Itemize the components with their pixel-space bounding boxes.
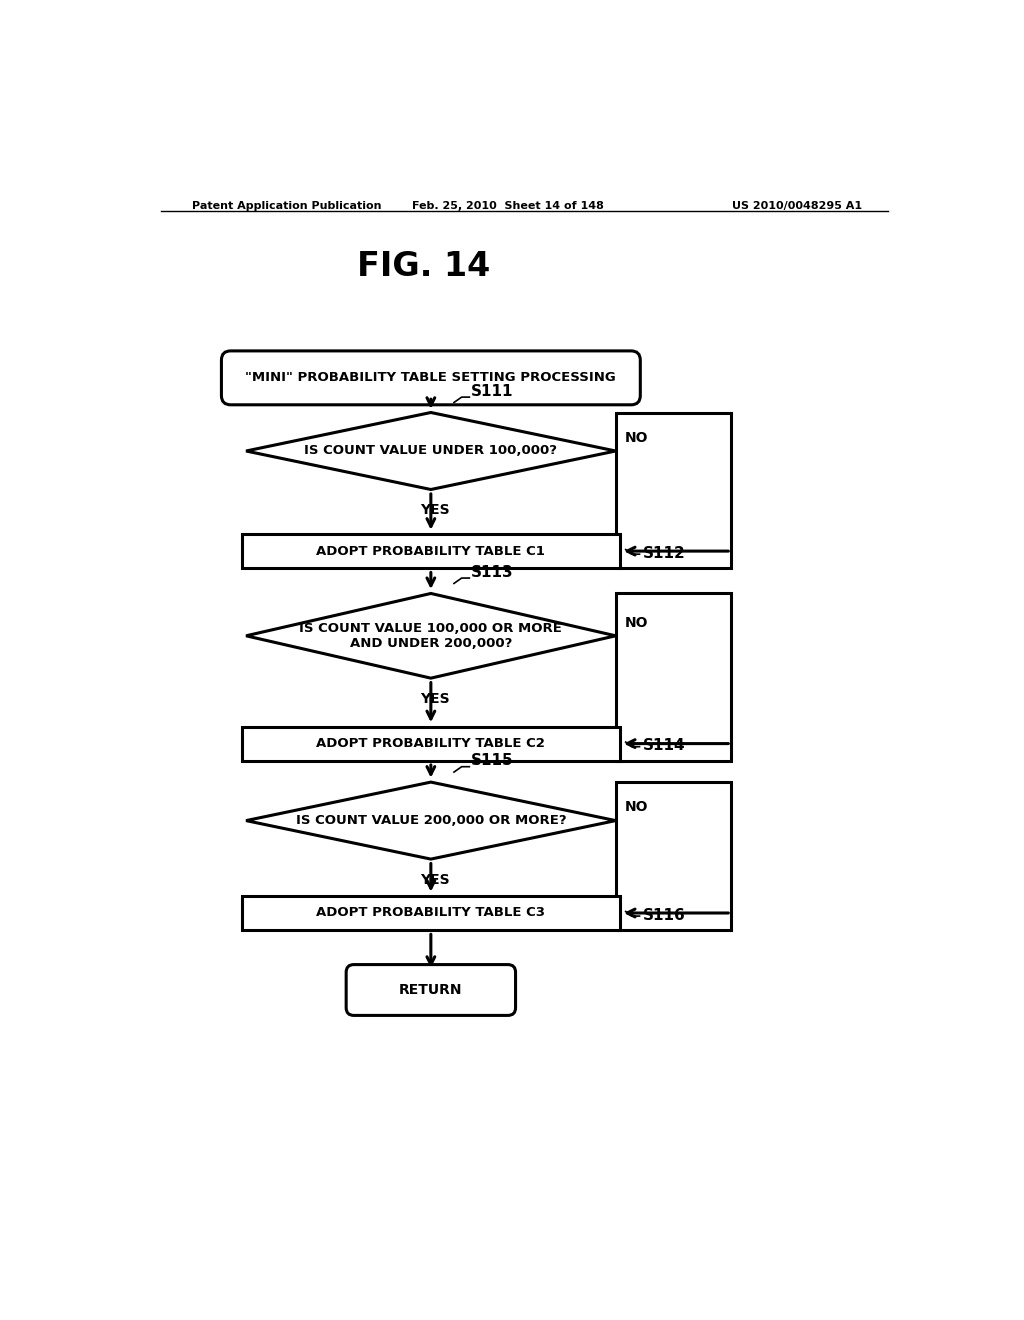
Polygon shape bbox=[246, 781, 615, 859]
Text: IS COUNT VALUE 200,000 OR MORE?: IS COUNT VALUE 200,000 OR MORE? bbox=[296, 814, 566, 828]
Text: S112: S112 bbox=[643, 546, 685, 561]
Text: S116: S116 bbox=[643, 908, 685, 923]
Text: YES: YES bbox=[420, 503, 450, 517]
Polygon shape bbox=[246, 594, 615, 678]
FancyBboxPatch shape bbox=[221, 351, 640, 405]
Bar bbox=[615, 413, 731, 568]
Bar bbox=[243, 896, 620, 929]
Text: S114: S114 bbox=[643, 738, 685, 754]
Polygon shape bbox=[246, 412, 615, 490]
Text: NO: NO bbox=[625, 615, 648, 630]
Text: IS COUNT VALUE UNDER 100,000?: IS COUNT VALUE UNDER 100,000? bbox=[304, 445, 557, 458]
Text: NO: NO bbox=[625, 430, 648, 445]
Text: FIG. 14: FIG. 14 bbox=[356, 249, 489, 282]
Text: IS COUNT VALUE 100,000 OR MORE
AND UNDER 200,000?: IS COUNT VALUE 100,000 OR MORE AND UNDER… bbox=[299, 622, 562, 649]
Text: YES: YES bbox=[420, 692, 450, 706]
Text: NO: NO bbox=[625, 800, 648, 814]
Text: S113: S113 bbox=[471, 565, 513, 579]
Bar bbox=[615, 594, 731, 760]
Text: RETURN: RETURN bbox=[399, 983, 463, 997]
FancyBboxPatch shape bbox=[346, 965, 515, 1015]
Text: US 2010/0048295 A1: US 2010/0048295 A1 bbox=[732, 201, 862, 211]
Text: ADOPT PROBABILITY TABLE C2: ADOPT PROBABILITY TABLE C2 bbox=[316, 737, 546, 750]
Text: S111: S111 bbox=[471, 384, 513, 399]
Text: S115: S115 bbox=[471, 754, 513, 768]
Text: "MINI" PROBABILITY TABLE SETTING PROCESSING: "MINI" PROBABILITY TABLE SETTING PROCESS… bbox=[246, 371, 616, 384]
Bar bbox=[243, 726, 620, 760]
Text: ADOPT PROBABILITY TABLE C1: ADOPT PROBABILITY TABLE C1 bbox=[316, 545, 546, 557]
Text: Feb. 25, 2010  Sheet 14 of 148: Feb. 25, 2010 Sheet 14 of 148 bbox=[412, 201, 604, 211]
Bar bbox=[615, 781, 731, 929]
Bar bbox=[243, 535, 620, 568]
Text: Patent Application Publication: Patent Application Publication bbox=[193, 201, 382, 211]
Text: YES: YES bbox=[420, 873, 450, 887]
Text: ADOPT PROBABILITY TABLE C3: ADOPT PROBABILITY TABLE C3 bbox=[316, 907, 546, 920]
